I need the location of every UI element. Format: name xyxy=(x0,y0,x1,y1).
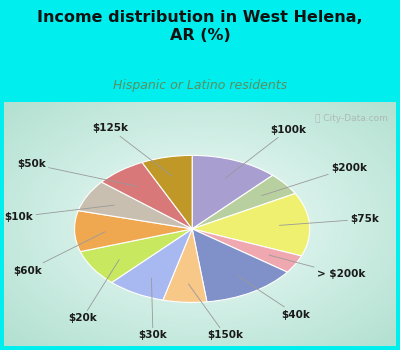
Text: $10k: $10k xyxy=(4,205,114,222)
Wedge shape xyxy=(163,229,207,302)
Wedge shape xyxy=(102,162,192,229)
Wedge shape xyxy=(192,229,287,302)
Text: $20k: $20k xyxy=(68,260,119,323)
Text: > $200k: > $200k xyxy=(269,255,365,279)
Text: $50k: $50k xyxy=(17,159,138,187)
Text: $30k: $30k xyxy=(138,278,167,341)
Wedge shape xyxy=(74,211,192,252)
Text: $100k: $100k xyxy=(226,125,306,178)
Wedge shape xyxy=(142,155,192,229)
Text: $75k: $75k xyxy=(280,214,379,225)
Wedge shape xyxy=(80,229,192,282)
Text: $40k: $40k xyxy=(238,276,310,320)
Wedge shape xyxy=(112,229,192,300)
Text: Income distribution in West Helena,
AR (%): Income distribution in West Helena, AR (… xyxy=(37,10,363,43)
Wedge shape xyxy=(192,155,273,229)
Wedge shape xyxy=(192,175,295,229)
Text: ⓘ City-Data.com: ⓘ City-Data.com xyxy=(315,114,388,123)
Wedge shape xyxy=(78,182,192,229)
Text: $150k: $150k xyxy=(188,284,244,341)
Wedge shape xyxy=(192,194,310,256)
Text: $200k: $200k xyxy=(262,163,367,196)
Wedge shape xyxy=(192,229,302,272)
Text: Hispanic or Latino residents: Hispanic or Latino residents xyxy=(113,79,287,92)
Text: $125k: $125k xyxy=(92,124,172,176)
Text: $60k: $60k xyxy=(13,232,105,275)
